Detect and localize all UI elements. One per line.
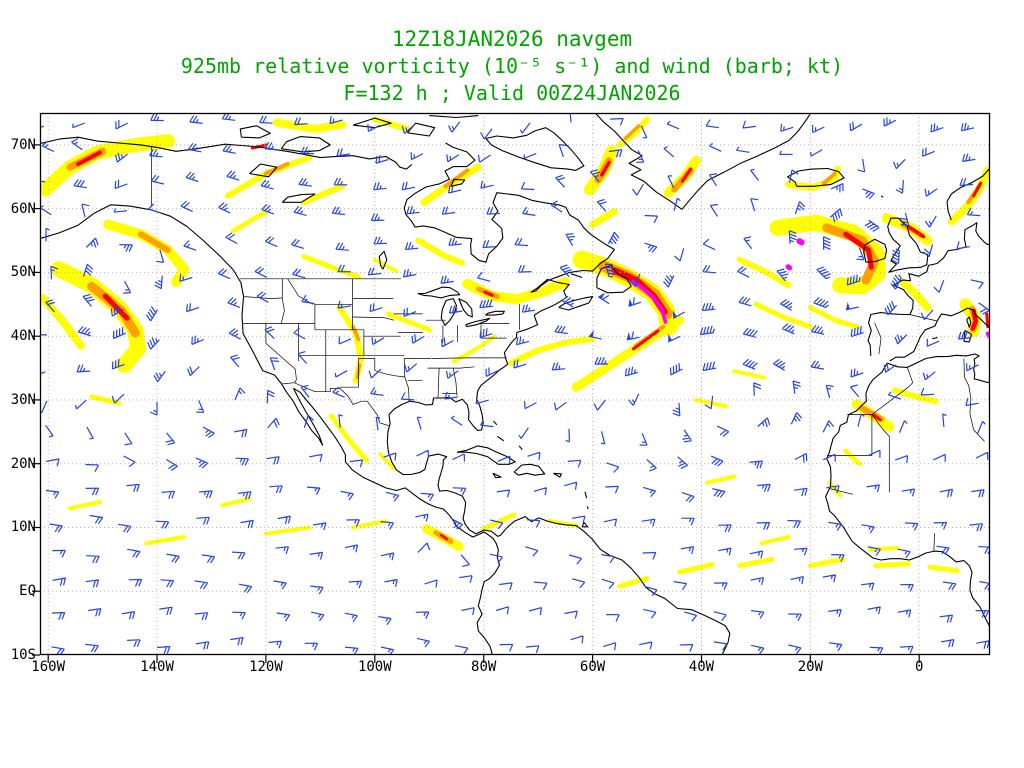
lat-axis-label: 10S — [10, 647, 36, 663]
lon-axis-label: 140W — [140, 659, 174, 675]
lat-axis-label: 70N — [10, 136, 36, 153]
lat-axis-label: EQ — [19, 583, 36, 600]
lon-axis-label: 0 — [915, 659, 924, 675]
lat-axis-label: 40N — [10, 328, 36, 345]
lat-axis-label: 10N — [10, 519, 36, 536]
lon-axis-label: 100W — [357, 659, 392, 675]
lon-axis-label: 20W — [797, 659, 823, 675]
chart-title-block: 12Z18JAN2026 navgem 925mb relative vorti… — [0, 26, 1024, 107]
lon-axis-label: 60W — [579, 659, 606, 675]
title-model-run: 12Z18JAN2026 navgem — [391, 27, 633, 51]
lon-axis-label: 120W — [249, 659, 283, 675]
lon-axis-label: 160W — [31, 659, 66, 675]
lat-axis-label: 50N — [10, 264, 36, 281]
lon-axis-label: 80W — [471, 659, 497, 675]
title-valid-time: F=132 h ; Valid 00Z24JAN2026 — [343, 81, 681, 105]
lat-axis-label: 30N — [10, 391, 36, 408]
title-field: 925mb relative vorticity (10⁻⁵ s⁻¹) and … — [180, 54, 844, 78]
lat-axis-label: 20N — [10, 455, 36, 472]
lon-axis-label: 40W — [688, 659, 715, 675]
lat-axis-label: 60N — [10, 200, 36, 217]
